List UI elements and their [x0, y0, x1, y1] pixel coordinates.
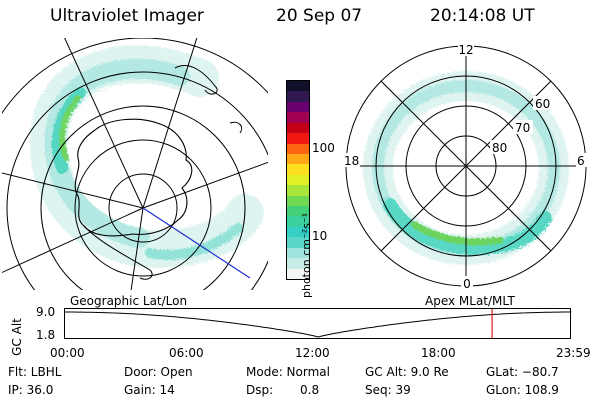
- mode-status: Mode: Normal: [246, 365, 330, 379]
- colorbar-band: [287, 81, 309, 92]
- colorbar: [286, 80, 310, 280]
- filter-status: Flt: LBHL: [8, 365, 62, 379]
- colorbar-tick-10: 10: [312, 229, 328, 243]
- image-time: 20:14:08 UT: [430, 6, 535, 26]
- alt-tick-min: 1.8: [36, 328, 56, 342]
- colorbar-band: [287, 258, 309, 269]
- colorbar-band: [287, 247, 309, 259]
- mlt-label-0: 0: [463, 277, 471, 291]
- colorbar-band: [287, 195, 309, 207]
- gain-status: Gain: 14: [124, 383, 175, 397]
- time-tick-0000: 00:00: [50, 346, 85, 360]
- time-tick-2359: 23:59: [556, 346, 591, 360]
- gc-alt-status: GC Alt: 9.0 Re: [365, 365, 449, 379]
- mlat-label-80: 80: [492, 141, 507, 155]
- colorbar-unit-label: photon cm⁻²s⁻¹: [300, 212, 313, 298]
- image-date: 20 Sep 07: [276, 6, 363, 26]
- southern-landmass-coastline: [174, 65, 243, 134]
- seq-status: Seq: 39: [365, 383, 411, 397]
- colorbar-band: [287, 226, 309, 238]
- time-tick-1200: 12:00: [295, 346, 330, 360]
- colorbar-band: [287, 101, 309, 113]
- mlt-label-18: 18: [344, 154, 359, 168]
- mlt-label-6: 6: [577, 154, 585, 168]
- geo-noon-meridian: [142, 207, 251, 279]
- ip-status: IP: 36.0: [8, 383, 54, 397]
- colorbar-band: [287, 216, 309, 227]
- colorbar-band: [287, 268, 309, 280]
- colorbar-band: [287, 143, 309, 154]
- time-tick-1800: 18:00: [421, 346, 456, 360]
- door-status: Door: Open: [124, 365, 193, 379]
- geo-meridians: [2, 38, 268, 290]
- mlt-label-12: 12: [458, 43, 473, 57]
- mlat-label-70: 70: [515, 121, 530, 135]
- time-tick-0600: 06:00: [169, 346, 204, 360]
- mag-mlt-grid-lines: [346, 46, 586, 286]
- dsp-value: 0.8: [300, 383, 320, 397]
- colorbar-band: [287, 164, 309, 175]
- glon-status: GLon: 108.9: [486, 383, 559, 397]
- dsp-label: Dsp:: [246, 383, 274, 397]
- magnetic-polar-panel: 12 0 18 6 60 70 80: [342, 42, 588, 291]
- colorbar-band: [287, 185, 309, 196]
- colorbar-band: [287, 133, 309, 144]
- mlat-label-60: 60: [535, 97, 550, 111]
- colorbar-band: [287, 206, 309, 217]
- altitude-timeline-plot: [64, 308, 572, 339]
- alt-tick-max: 9.0: [36, 305, 56, 319]
- geo-panel-caption: Geographic Lat/Lon: [70, 294, 188, 308]
- instrument-title: Ultraviolet Imager: [50, 6, 204, 26]
- antarctica-coastline: [74, 118, 193, 237]
- peninsula-coastline: [83, 225, 153, 280]
- glat-status: GLat: −80.7: [486, 365, 559, 379]
- geographic-map-panel: [2, 38, 268, 290]
- colorbar-band: [287, 153, 309, 165]
- colorbar-band: [287, 91, 309, 102]
- colorbar-band: [287, 122, 309, 134]
- alt-axis-title: GC Alt: [10, 318, 24, 356]
- geo-latitude-circles: [2, 38, 268, 290]
- colorbar-band: [287, 174, 309, 186]
- mag-panel-caption: Apex MLat/MLT: [425, 294, 515, 308]
- colorbar-band: [287, 237, 309, 248]
- colorbar-band: [287, 112, 309, 123]
- altitude-curve: [65, 311, 572, 338]
- colorbar-tick-100: 100: [312, 141, 335, 155]
